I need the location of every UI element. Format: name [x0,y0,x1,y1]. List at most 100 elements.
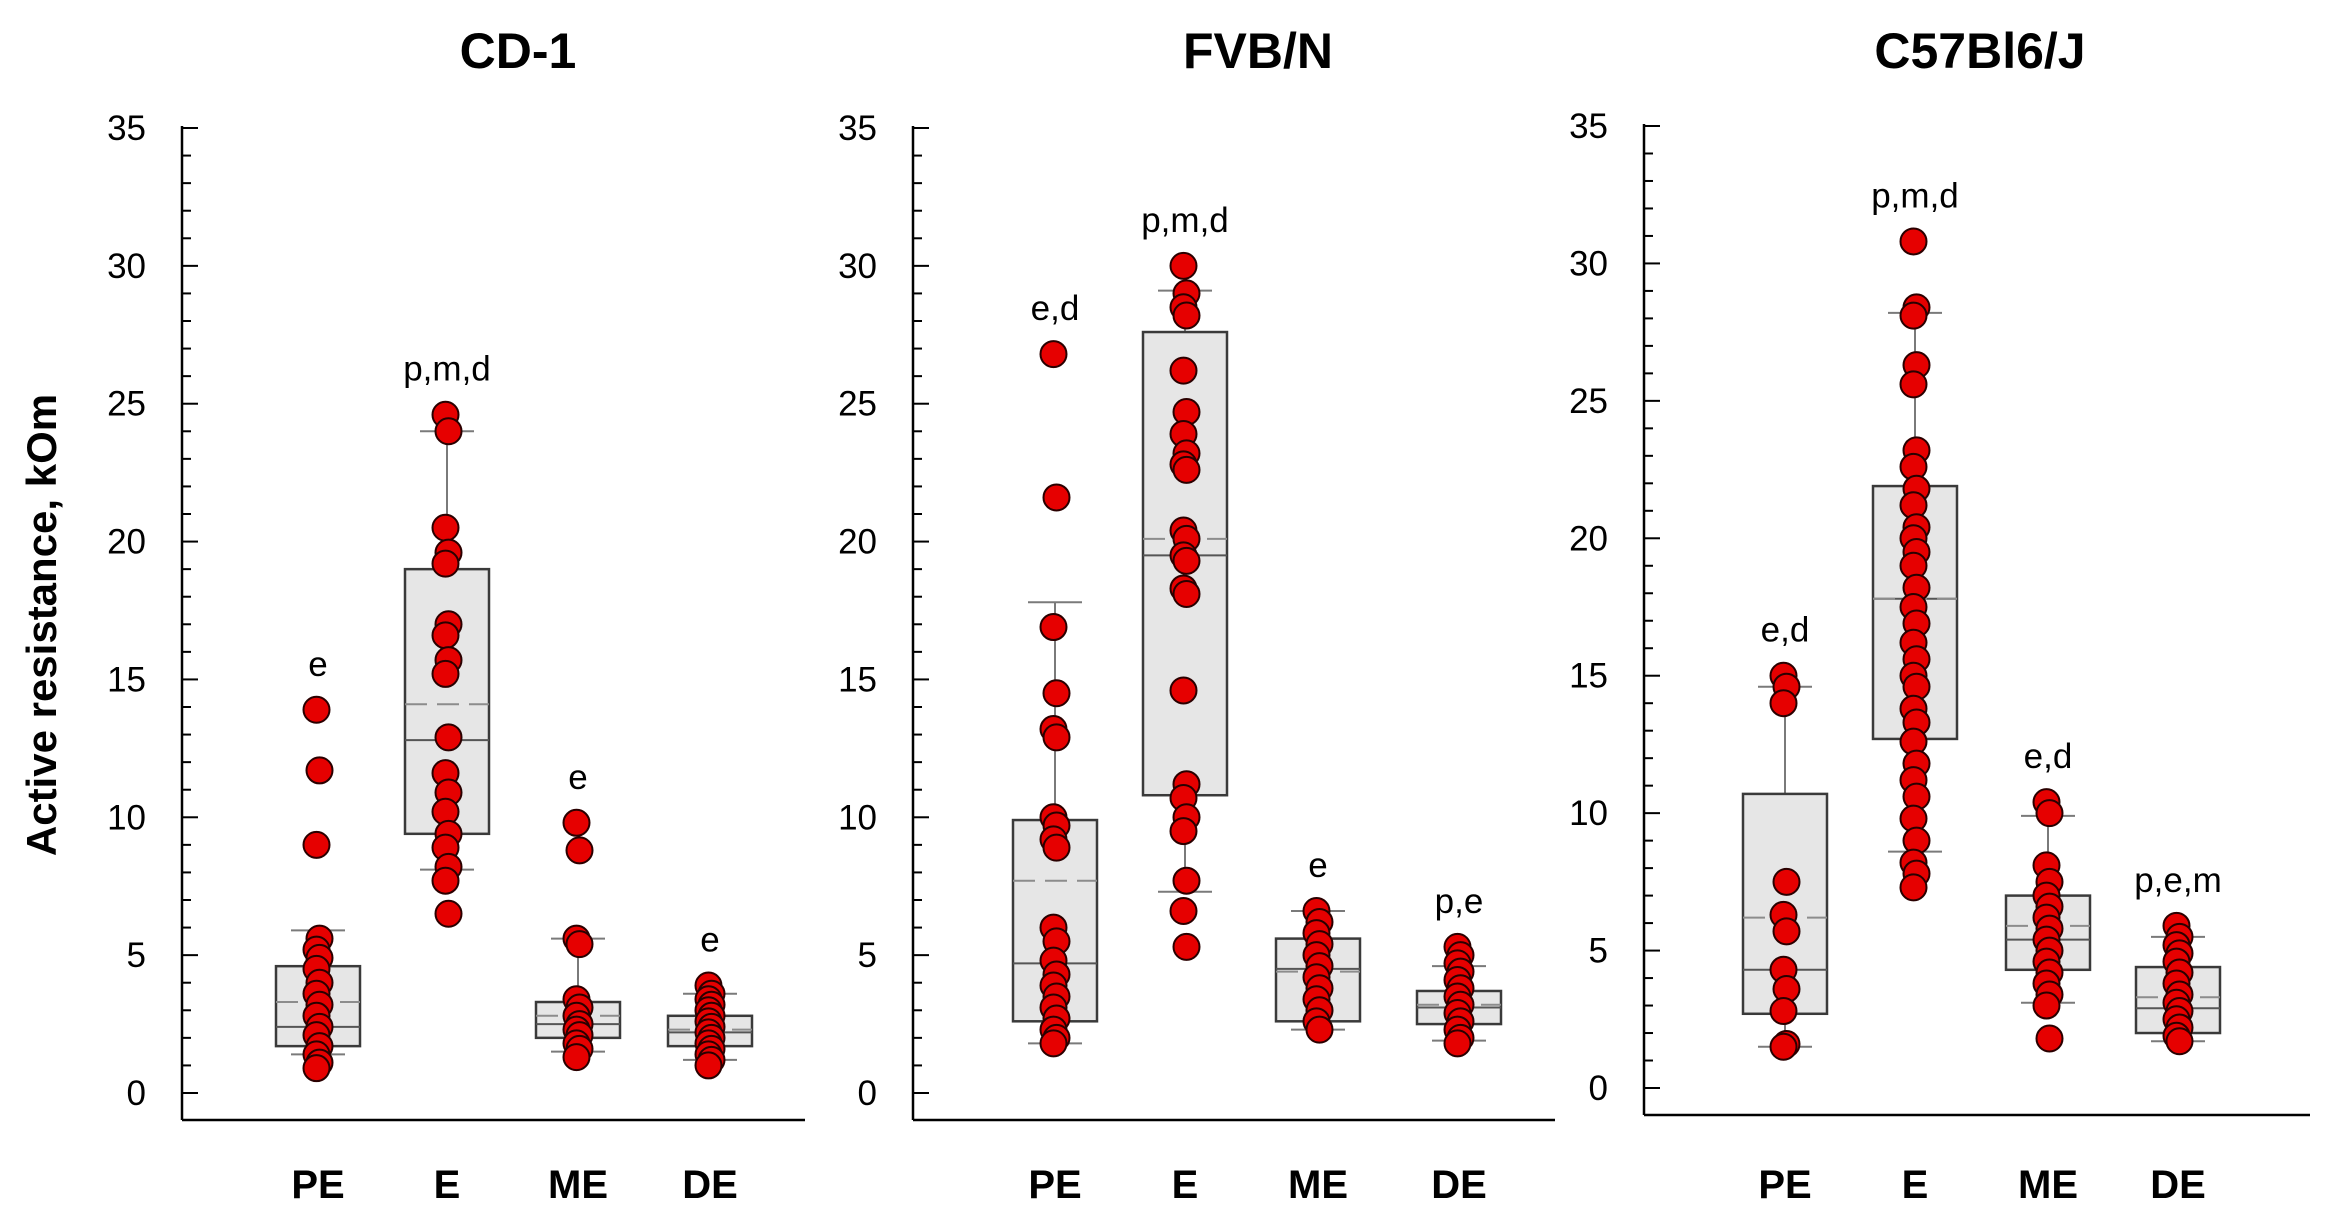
data-point [1042,833,1071,862]
data-point [1039,613,1068,642]
y-tick-label: 5 [858,936,877,975]
data-point [434,723,463,752]
data-point [1172,932,1201,961]
significance-label: p,e,m [2134,861,2222,900]
significance-label: e,d [2024,737,2073,776]
y-tick-label: 5 [127,936,146,975]
data-point [694,1051,723,1080]
significance-label: p,m,d [1871,176,1959,215]
data-point [565,836,594,865]
group-de: p,e,m DE [2134,861,2222,1207]
data-point [1172,579,1201,608]
y-tick-label: 35 [838,109,877,148]
y-tick-label: 10 [107,798,146,837]
data-point [431,866,460,895]
x-category-label: PE [291,1163,344,1207]
data-point [431,549,460,578]
group-me: e ME [1274,846,1362,1207]
data-point [1772,867,1801,896]
panel-title: C57Bl6/J [1874,23,2085,79]
data-point [1169,356,1198,385]
data-point [1169,817,1198,846]
group-me: e,d ME [2004,737,2092,1207]
data-point [431,513,460,542]
data-point [302,695,331,724]
significance-label: e [700,920,719,959]
y-tick-label: 25 [838,385,877,424]
x-category-label: DE [682,1163,738,1207]
data-point [434,417,463,446]
panel-1: FVB/N 0 5 10 15 20 25 30 35 e,d PE p,m,d Ee ME p,e DE [838,23,1555,1207]
significance-label: p,e [1435,882,1484,921]
data-point [1172,866,1201,895]
data-point [1772,917,1801,946]
data-point [1899,370,1928,399]
data-point [302,830,331,859]
data-point [1169,897,1198,926]
x-category-label: DE [2150,1163,2206,1207]
group-pe: e,d PE [1741,611,1829,1207]
x-category-label: ME [548,1163,608,1207]
y-tick-label: 30 [107,247,146,286]
panel-0: CD-1 0 5 10 15 20 25 30 35 e PE p,m,d Ee ME e DE [107,23,805,1207]
y-tick-label: 20 [1569,519,1608,558]
x-category-label: PE [1028,1163,1081,1207]
significance-label: e [308,645,327,684]
data-point [1443,1029,1472,1058]
group-pe: e,d PE [1011,289,1099,1207]
significance-label: e,d [1031,289,1080,328]
data-point [1172,455,1201,484]
x-category-label: ME [1288,1163,1348,1207]
y-tick-label: 10 [1569,794,1608,833]
panels: CD-1 0 5 10 15 20 25 30 35 e PE p,m,d Ee ME e DE FVB/N 0 5… [107,23,2310,1207]
data-point [305,756,334,785]
y-tick-label: 15 [1569,657,1608,696]
data-point [1769,997,1798,1026]
data-point [1899,873,1928,902]
data-point [431,659,460,688]
y-tick-label: 0 [1589,1069,1608,1108]
y-tick-label: 10 [838,798,877,837]
y-tick-label: 0 [858,1074,877,1113]
x-category-label: ME [2018,1163,2078,1207]
data-point [1039,1029,1068,1058]
data-point [2035,1024,2064,1053]
data-point [302,1054,331,1083]
group-pe: e PE [274,645,362,1207]
data-point [1172,301,1201,330]
significance-label: p,m,d [403,350,491,389]
group-me: e ME [534,758,622,1207]
y-tick-label: 20 [107,523,146,562]
data-point [565,930,594,959]
data-point [1172,546,1201,575]
data-point [1305,1015,1334,1044]
y-tick-label: 35 [1569,107,1608,146]
panel-2: C57Bl6/J 0 5 10 15 20 25 30 35 e,d PE p,m,d Ee,d ME p,… [1569,23,2310,1207]
data-point [1042,679,1071,708]
data-point [1039,340,1068,369]
y-axis-label: Active resistance, kOm [18,394,65,856]
panel-title: FVB/N [1183,23,1333,79]
y-tick-label: 25 [107,385,146,424]
x-category-label: E [1172,1163,1199,1207]
data-point [2165,1027,2194,1056]
significance-label: e,d [1761,611,1810,650]
data-point [1169,251,1198,280]
data-point [562,1043,591,1072]
y-tick-label: 25 [1569,382,1608,421]
data-point [434,899,463,928]
data-point [1042,483,1071,512]
data-point [1769,689,1798,718]
y-tick-label: 15 [838,660,877,699]
y-tick-label: 20 [838,523,877,562]
y-tick-label: 30 [1569,244,1608,283]
group-e: p,m,d E [1871,176,1959,1207]
significance-label: p,m,d [1141,201,1229,240]
significance-label: e [1308,846,1327,885]
significance-label: e [568,758,587,797]
data-point [1899,301,1928,330]
group-e: p,m,d E [1141,201,1229,1207]
y-tick-label: 35 [107,109,146,148]
group-de: p,e DE [1415,882,1503,1207]
